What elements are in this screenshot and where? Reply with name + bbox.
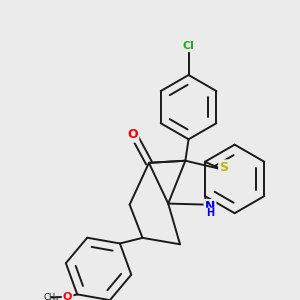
- Text: O: O: [63, 292, 72, 300]
- Text: S: S: [219, 160, 228, 174]
- Text: Cl: Cl: [183, 41, 194, 51]
- Text: O: O: [128, 128, 138, 142]
- Text: N: N: [205, 200, 215, 213]
- Text: H: H: [206, 208, 214, 218]
- Text: CH₃: CH₃: [44, 293, 59, 300]
